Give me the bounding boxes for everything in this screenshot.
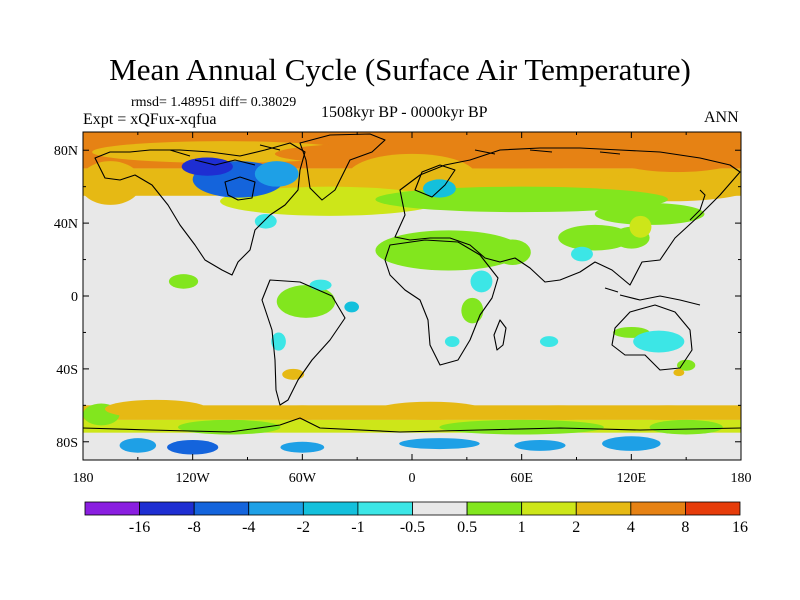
x-tick-labels: 180 120W 60W 0 60E 120E 180: [73, 471, 752, 486]
chart-title: Mean Annual Cycle (Surface Air Temperatu…: [109, 52, 691, 87]
anomaly-region: [629, 215, 652, 238]
y-tick-label: 0: [71, 290, 78, 305]
colorbar-swatch: [357, 501, 413, 516]
coast-madagascar: [493, 319, 507, 351]
anomaly-region: [220, 186, 440, 216]
colorbar-swatch: [685, 501, 741, 516]
colorbar: [84, 501, 741, 516]
anomaly-region: [399, 438, 480, 450]
x-tick-label: 60E: [510, 471, 533, 486]
coast-south-america: [261, 279, 346, 406]
anomaly-region: [470, 270, 493, 293]
anomaly-region: [271, 332, 286, 351]
anomaly-region: [571, 246, 593, 262]
x-tick-label: 180: [73, 471, 94, 486]
y-tick-label: 80S: [56, 436, 78, 451]
coast-scandinavia: [414, 164, 456, 198]
colorbar-swatch: [575, 501, 632, 516]
y-tick-label: 40S: [56, 363, 78, 378]
colorbar-label: -16: [129, 519, 150, 536]
anomaly-region: [649, 419, 723, 435]
x-tick-label: 180: [731, 471, 752, 486]
anomaly-region: [444, 336, 460, 348]
coast-antarctica: [83, 417, 741, 433]
anomaly-region: [309, 279, 332, 291]
x-tick-label: 60W: [289, 471, 317, 486]
colorbar-labels: -16 -8 -4 -2 -1 -0.5 0.5 1 2 4 8 16: [129, 519, 748, 536]
season-label: ANN: [704, 109, 739, 126]
anomaly-region: [558, 224, 632, 251]
anomaly-region: [514, 439, 566, 451]
anomaly-region: [168, 274, 199, 289]
anomaly-region: [375, 401, 486, 420]
coast-japan: [689, 189, 706, 221]
coast-north-america: [94, 142, 306, 276]
y-tick-label: 80N: [54, 144, 78, 159]
coast-europe-asia: [394, 147, 741, 286]
anomaly-region: [439, 419, 604, 435]
colorbar-swatch: [139, 501, 195, 516]
anomaly-region: [602, 436, 661, 451]
colorbar-label: -4: [242, 519, 255, 536]
axis-ticks: [82, 132, 742, 460]
anomaly-region: [167, 439, 219, 455]
colorbar-label: 2: [572, 519, 580, 536]
anomaly-region: [269, 405, 336, 420]
y-tick-labels: 80N 40N 0 40S 80S: [54, 144, 78, 451]
anomaly-region: [494, 239, 531, 266]
colorbar-label: -1: [351, 519, 364, 536]
colorbar-swatch: [84, 501, 140, 516]
colorbar-label: -0.5: [400, 519, 425, 536]
anomaly-region: [282, 368, 305, 380]
anomaly-region: [375, 230, 522, 271]
colorbar-swatch: [521, 501, 577, 516]
colorbar-swatch: [193, 501, 250, 516]
anomaly-region: [616, 405, 720, 420]
colorbar-label: 1: [518, 519, 526, 536]
anomaly-region: [181, 157, 233, 176]
colorbar-swatch: [630, 501, 686, 516]
colorbar-label: 4: [627, 519, 635, 536]
anomaly-region: [344, 301, 359, 313]
x-tick-label: 120W: [176, 471, 211, 486]
colorbar-swatch: [248, 501, 304, 516]
x-tick-label: 120E: [617, 471, 647, 486]
anomaly-region: [539, 336, 559, 348]
colorbar-swatch: [412, 501, 468, 516]
coastlines: [83, 133, 741, 433]
anomaly-region: [422, 179, 456, 198]
colorbar-label: 0.5: [457, 519, 477, 536]
coast-australia: [611, 304, 693, 371]
colorbar-label: -8: [188, 519, 201, 536]
colorbar-label: 8: [681, 519, 689, 536]
anomaly-region: [673, 368, 685, 377]
anomaly-region: [613, 142, 741, 173]
experiment-label: Expt = xQFux-xqfua: [83, 111, 217, 128]
stats-label: rmsd= 1.48951 diff= 0.38029: [131, 95, 297, 110]
coast-hudson-bay: [224, 176, 256, 201]
anomaly-region: [503, 405, 614, 420]
anomaly-region: [83, 161, 142, 205]
field-regions: [83, 139, 741, 455]
colorbar-label: -2: [297, 519, 310, 536]
x-tick-label: 0: [409, 471, 416, 486]
anomaly-region: [280, 441, 325, 453]
anomaly-region: [594, 203, 705, 225]
coast-africa: [384, 239, 499, 366]
coast-arctic-islands: [169, 144, 621, 166]
anomaly-region: [633, 330, 685, 353]
colorbar-swatch: [466, 501, 523, 516]
y-tick-label: 40N: [54, 217, 78, 232]
anomaly-region: [254, 161, 299, 187]
coast-indonesia: [604, 287, 701, 306]
anomaly-region: [677, 359, 696, 371]
period-label: 1508kyr BP - 0000kyr BP: [321, 104, 488, 121]
colorbar-swatch: [302, 501, 359, 516]
anomaly-region: [276, 285, 336, 318]
colorbar-label: 16: [732, 519, 748, 536]
anomaly-region: [104, 399, 208, 419]
anomaly-region: [119, 438, 157, 453]
anomaly-region: [461, 297, 484, 324]
